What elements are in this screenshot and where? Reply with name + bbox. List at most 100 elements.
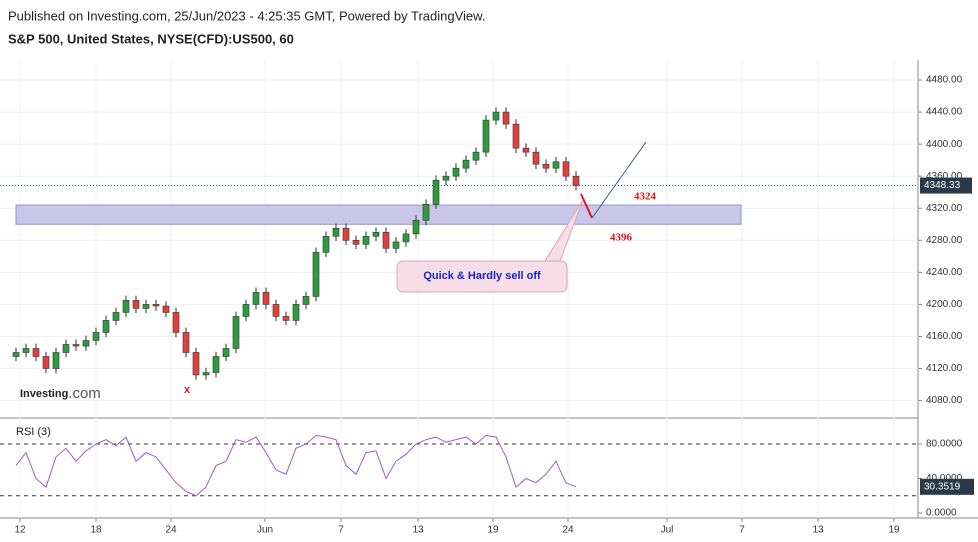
candle-body <box>222 348 230 357</box>
watermark: Investing.com <box>20 385 101 402</box>
x-tick-label: 13 <box>812 525 824 536</box>
last-value-box <box>920 478 974 495</box>
projection-line <box>591 141 647 219</box>
candle-body <box>282 316 290 321</box>
y-tick-label: 4480.00 <box>926 75 963 86</box>
callout-box <box>396 199 584 293</box>
candle-body <box>542 163 550 169</box>
y-tick-label: 40.0000 <box>926 473 963 484</box>
candle-body <box>492 111 500 121</box>
plot: 12 18 24 Jun 7 13 19 24 Jul 7 13 19 4080.00 4120.00 41… <box>0 60 974 536</box>
x-tick-label: Jul <box>661 525 674 536</box>
y-tick-label: 4240.00 <box>926 267 963 278</box>
y-tick-label: 4440.00 <box>926 107 963 118</box>
candle-body <box>312 252 320 297</box>
x-tick-label: 24 <box>562 525 574 536</box>
candle-body <box>412 219 420 235</box>
last-price-box <box>920 177 972 194</box>
candle-body <box>342 227 350 241</box>
y-tick-label: 0.0000 <box>926 508 957 519</box>
candle-body <box>432 179 440 205</box>
candle-body <box>552 161 560 169</box>
watermark-brand: Investing <box>20 388 68 400</box>
rsi-line <box>15 434 577 497</box>
x-tick-label: 24 <box>165 525 177 536</box>
candle-body <box>112 312 120 321</box>
candle-body <box>322 235 330 253</box>
candle-body <box>352 240 360 245</box>
candle-body <box>422 203 430 221</box>
last-price-label: 4348.33 <box>924 180 961 191</box>
y-tick-label: 4320.00 <box>926 203 963 214</box>
candle-body <box>272 304 280 317</box>
candle-body <box>152 304 160 307</box>
candle-body <box>572 175 580 186</box>
candle-body <box>302 296 310 305</box>
x-tick-label: 18 <box>90 525 102 536</box>
y-tick-label: 4280.00 <box>926 235 963 246</box>
x-tick-label: 12 <box>14 525 26 536</box>
last-value-label: 30.3519 <box>924 481 961 492</box>
candle-body <box>512 123 520 149</box>
candle-body <box>292 304 300 321</box>
candle-body <box>92 332 100 341</box>
candle-body <box>382 231 390 249</box>
candle-body <box>182 332 190 353</box>
low-marker: x <box>184 384 191 396</box>
candle-body <box>472 151 480 161</box>
candle-body <box>332 227 340 237</box>
candle-body <box>442 175 450 181</box>
candle-body <box>402 233 410 243</box>
candle-body <box>172 312 180 333</box>
y-tick-label: 80.0000 <box>926 439 963 450</box>
y-tick-label: 4360.00 <box>926 171 963 182</box>
candle-body <box>162 305 170 313</box>
candle-body <box>142 304 150 309</box>
level-label: 4324 <box>634 191 657 203</box>
candle-body <box>232 316 240 349</box>
candle-body <box>42 356 50 369</box>
candle-body <box>452 167 460 177</box>
candle-body <box>482 119 490 153</box>
y-tick-label: 4400.00 <box>926 139 963 150</box>
candle-body <box>372 231 380 237</box>
candle-body <box>562 161 570 177</box>
candle-body <box>192 352 200 376</box>
candle-body <box>62 344 70 353</box>
candle-body <box>82 340 90 347</box>
candle-body <box>72 344 80 347</box>
published-note: Published on Investing.com, 25/Jun/2023 … <box>8 8 485 23</box>
y-tick-label: 4200.00 <box>926 299 963 310</box>
y-tick-label: 4080.00 <box>926 395 963 406</box>
rsi-title: RSI (3) <box>16 426 51 438</box>
candle-body <box>22 348 30 353</box>
candle-body <box>122 300 130 313</box>
candle-body <box>362 235 370 245</box>
level-label: 4396 <box>610 232 633 244</box>
callout-text: Quick & Hardly sell off <box>423 270 541 282</box>
symbol-title: S&P 500, United States, NYSE(CFD):US500,… <box>8 31 294 46</box>
candle-body <box>262 292 270 305</box>
x-tick-label: Jun <box>257 525 273 536</box>
candle-body <box>252 292 260 305</box>
candle-body <box>392 241 400 249</box>
x-tick-label: 7 <box>739 525 745 536</box>
candle-body <box>12 352 20 357</box>
candle-body <box>212 356 220 373</box>
candle-body <box>522 147 530 153</box>
x-tick-label: 19 <box>487 525 499 536</box>
candle-body <box>502 111 510 125</box>
drop-line <box>580 193 593 219</box>
candle-body <box>102 320 110 333</box>
x-tick-label: 19 <box>888 525 900 536</box>
candle-body <box>202 372 210 376</box>
candle-body <box>32 348 40 357</box>
candle-body <box>52 352 60 369</box>
candle-body <box>132 300 140 309</box>
candle-body <box>462 159 470 169</box>
watermark-suffix: .com <box>68 385 101 402</box>
y-tick-label: 4120.00 <box>926 363 963 374</box>
x-tick-label: 13 <box>412 525 424 536</box>
